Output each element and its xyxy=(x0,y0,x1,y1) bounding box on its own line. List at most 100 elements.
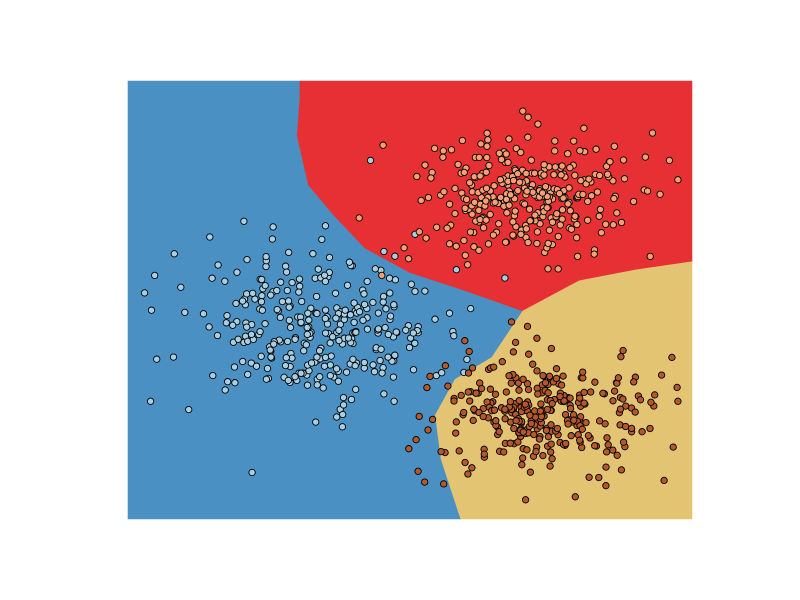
scatter-point xyxy=(507,318,516,326)
scatter-point xyxy=(558,206,567,214)
scatter-point xyxy=(580,388,588,397)
scatter-point xyxy=(511,338,520,347)
scatter-point xyxy=(524,238,532,247)
scatter-point xyxy=(305,316,313,324)
scatter-point xyxy=(641,153,650,161)
scatter-point xyxy=(302,341,310,349)
scatter-point xyxy=(402,326,410,334)
scatter-point xyxy=(314,265,322,273)
scatter-point xyxy=(646,252,654,261)
scatter-point xyxy=(504,158,512,167)
scatter-point xyxy=(562,439,570,448)
scatter-point xyxy=(209,371,217,380)
scatter-point xyxy=(492,417,500,425)
scatter-point xyxy=(529,360,537,368)
scatter-point xyxy=(360,290,368,298)
scatter-point xyxy=(281,361,290,370)
scatter-point xyxy=(221,277,229,285)
scatter-point xyxy=(579,190,587,199)
scatter-point xyxy=(276,313,284,322)
scatter-point xyxy=(619,395,627,403)
scatter-point xyxy=(267,353,275,361)
scatter-point xyxy=(512,144,520,153)
scatter-point xyxy=(595,212,603,220)
scatter-point xyxy=(413,172,421,181)
scatter-point xyxy=(553,210,561,218)
scatter-point xyxy=(511,207,519,215)
scatter-point xyxy=(576,147,584,155)
scatter-point xyxy=(544,389,552,397)
scatter-point xyxy=(213,331,222,340)
scatter-point xyxy=(501,405,509,413)
scatter-point xyxy=(205,323,213,331)
scatter-point xyxy=(384,353,392,361)
scatter-point xyxy=(583,216,592,224)
scatter-point xyxy=(460,236,468,245)
scatter-point xyxy=(390,301,398,309)
scatter-point xyxy=(455,447,463,455)
scatter-point xyxy=(464,470,472,478)
scatter-point xyxy=(262,252,270,261)
scatter-point xyxy=(613,451,621,459)
scatter-point xyxy=(596,205,605,214)
scatter-point xyxy=(482,216,490,224)
scatter-point xyxy=(527,156,535,164)
scatter-point xyxy=(630,378,638,386)
scatter-point xyxy=(541,182,550,191)
scatter-point xyxy=(239,357,247,366)
scatter-point xyxy=(427,174,435,182)
scatter-point xyxy=(352,385,360,394)
scatter-point xyxy=(243,255,251,264)
scatter-point xyxy=(538,189,547,197)
scatter-point xyxy=(495,220,503,228)
scatter-point xyxy=(335,336,343,345)
scatter-point xyxy=(669,443,677,451)
scatter-point xyxy=(512,417,520,425)
scatter-point xyxy=(321,329,330,337)
scatter-point xyxy=(319,384,327,392)
scatter-point xyxy=(325,253,334,262)
scatter-point xyxy=(610,387,619,395)
scatter-point xyxy=(502,195,511,204)
scatter-point xyxy=(284,297,293,305)
scatter-point xyxy=(567,225,576,233)
scatter-point xyxy=(461,251,469,259)
scatter-point xyxy=(278,297,287,306)
scatter-point xyxy=(468,210,476,218)
scatter-point xyxy=(454,160,462,169)
scatter-point xyxy=(321,314,329,323)
scatter-point xyxy=(597,229,606,237)
scatter-point xyxy=(320,362,329,370)
scatter-point xyxy=(461,337,469,345)
scatter-point xyxy=(437,447,445,456)
scatter-point xyxy=(480,450,488,458)
scatter-point xyxy=(476,172,484,180)
scatter-point xyxy=(466,397,474,405)
scatter-point xyxy=(374,325,383,333)
scatter-point xyxy=(558,162,566,170)
scatter-point xyxy=(390,397,398,405)
scatter-point xyxy=(269,223,277,231)
scatter-point xyxy=(524,133,532,141)
scatter-point xyxy=(312,292,321,301)
scatter-point xyxy=(665,156,674,165)
scatter-point xyxy=(582,418,590,427)
scatter-point xyxy=(602,220,610,228)
scatter-point xyxy=(559,194,567,202)
scatter-point xyxy=(505,135,513,143)
scatter-point xyxy=(313,353,321,361)
scatter-point xyxy=(352,328,360,336)
scatter-point xyxy=(524,113,532,121)
scatter-point xyxy=(267,291,275,299)
scatter-point xyxy=(249,289,257,297)
scatter-point xyxy=(415,228,423,236)
scatter-point xyxy=(263,364,272,373)
scatter-point xyxy=(543,405,552,414)
scatter-point xyxy=(520,200,529,208)
scatter-point xyxy=(673,383,681,392)
scatter-point xyxy=(321,277,330,286)
scatter-point xyxy=(463,261,472,269)
scatter-point xyxy=(486,385,495,393)
scatter-point xyxy=(345,258,354,266)
scatter-point xyxy=(438,369,446,377)
